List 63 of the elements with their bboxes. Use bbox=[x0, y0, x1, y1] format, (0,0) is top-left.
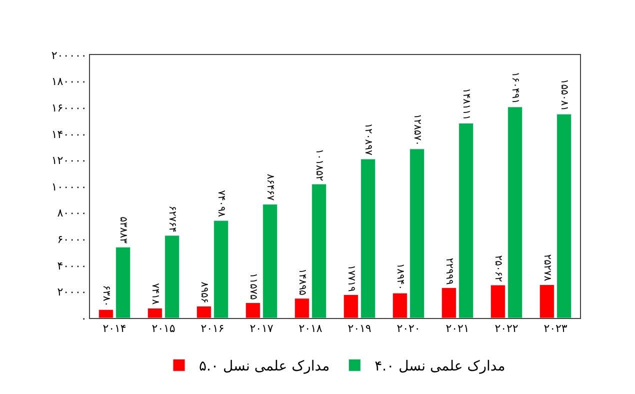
x-tick-label: ۲۰۱۶ bbox=[200, 322, 224, 336]
bar bbox=[262, 204, 278, 318]
bar bbox=[556, 114, 572, 318]
data-label: ۱۲۰۸۹۷ bbox=[362, 123, 374, 156]
x-tick-label: ۲۰۱۹ bbox=[348, 322, 372, 336]
y-tick-label: ۱۲۰۰۰۰ bbox=[51, 154, 87, 168]
data-label: ۸۹۵۶ bbox=[198, 282, 210, 304]
bar bbox=[490, 284, 506, 318]
y-tick-label: ۱۴۰۰۰۰ bbox=[51, 128, 87, 141]
bar bbox=[458, 122, 474, 318]
data-label: ۷۴۱۸ bbox=[149, 283, 160, 306]
bar bbox=[360, 158, 376, 318]
bar bbox=[410, 148, 425, 318]
y-tick-label: ۸۰۰۰۰ bbox=[57, 206, 87, 220]
y-tick-label: ۰ bbox=[80, 312, 87, 325]
bar bbox=[116, 246, 131, 318]
data-label: ۱۰۱۸۵۲ bbox=[314, 148, 325, 182]
legend-label: مدارک علمی نسل ۵.۰ bbox=[199, 358, 330, 375]
data-label: ۶۳۸۰ bbox=[100, 285, 112, 307]
bar bbox=[245, 302, 260, 318]
bar bbox=[98, 309, 114, 318]
data-label: ۸۶۴۶۷ bbox=[264, 174, 276, 202]
bar bbox=[196, 306, 212, 318]
data-label: ۱۴۸۱۱۱ bbox=[460, 88, 472, 120]
data-label: ۱۴۸۹۵ bbox=[296, 268, 308, 296]
x-tick-label: ۲۰۱۷ bbox=[250, 322, 274, 336]
data-label: ۲۵۲۷۸ bbox=[541, 254, 552, 282]
bar bbox=[508, 106, 523, 318]
bar bbox=[147, 308, 162, 318]
data-label: ۵۳۸۸۳ bbox=[118, 216, 129, 244]
bar bbox=[294, 298, 310, 318]
bar bbox=[539, 284, 554, 318]
y-tick-label: ۲۰۰۰۰ bbox=[57, 286, 87, 299]
data-label: ۱۲۸۵۷۰ bbox=[412, 114, 423, 146]
x-tick-label: ۲۰۱۴ bbox=[102, 322, 126, 336]
data-label: ۲۵۰۶۲ bbox=[492, 255, 504, 282]
x-tick-label: ۲۰۲۱ bbox=[446, 322, 470, 336]
y-tick-label: ۱۶۰۰۰۰ bbox=[51, 101, 87, 114]
x-tick-label: ۲۰۲۳ bbox=[544, 322, 568, 336]
y-tick-label: ۱۸۰۰۰۰ bbox=[51, 75, 87, 88]
data-label: ۷۴۰۹۸ bbox=[216, 190, 227, 218]
bar bbox=[214, 220, 229, 318]
data-label: ۲۲۹۹۹ bbox=[443, 258, 454, 285]
y-tick-label: ۲۰۰۰۰۰ bbox=[51, 48, 87, 62]
x-tick-label: ۲۰۲۲ bbox=[494, 322, 518, 336]
bar bbox=[164, 235, 180, 318]
x-tick-label: ۲۰۱۵ bbox=[152, 322, 176, 336]
data-label: ۶۲۷۶۴ bbox=[166, 206, 178, 232]
data-label: ۱۷۷۱۹ bbox=[345, 264, 356, 292]
bar bbox=[392, 292, 408, 318]
data-label: ۱۶۰۴۹۱ bbox=[510, 72, 521, 104]
bar bbox=[343, 294, 358, 318]
y-tick-label: ۴۰۰۰۰ bbox=[57, 259, 87, 272]
y-tick-label: ۱۰۰۰۰۰ bbox=[51, 180, 87, 194]
data-label: ۱۱۵۷۵ bbox=[247, 272, 258, 300]
bar bbox=[441, 288, 456, 318]
legend-label: مدارک علمی نسل ۴.۰ bbox=[374, 358, 506, 375]
x-tick-label: ۲۰۱۸ bbox=[298, 322, 322, 336]
data-label: ۱۵۵۰۸۱ bbox=[558, 78, 570, 112]
bar bbox=[312, 184, 327, 318]
data-label: ۱۸۹۴۰ bbox=[394, 263, 406, 290]
y-tick-label: ۶۰۰۰۰ bbox=[57, 232, 87, 246]
x-tick-label: ۲۰۲۰ bbox=[396, 322, 420, 336]
